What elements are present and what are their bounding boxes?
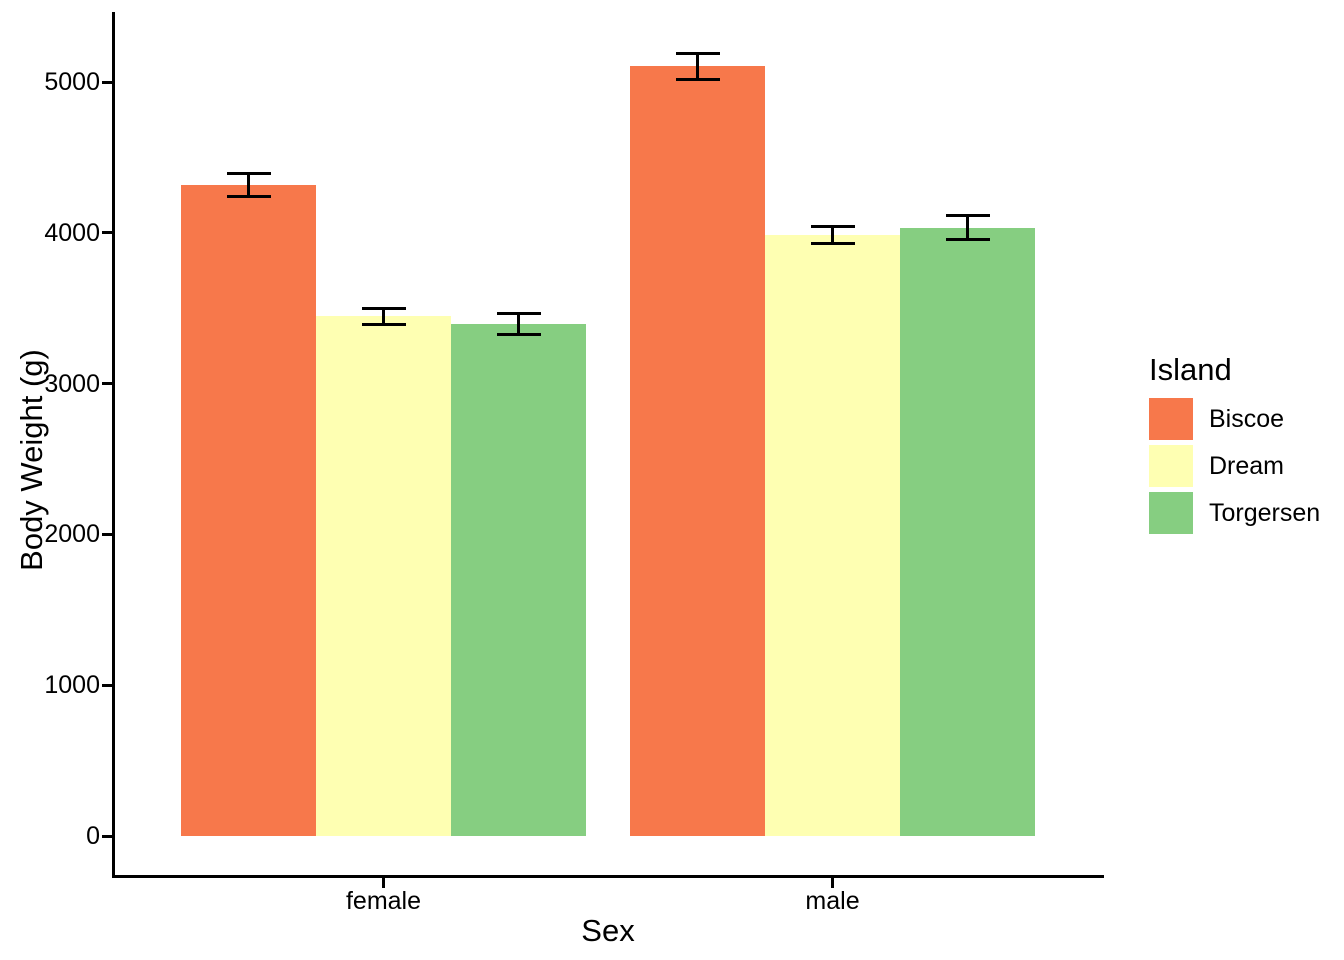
legend-swatch-biscoe [1149,398,1193,440]
errorbar-cap-bottom [810,241,855,245]
errorbar-line [382,308,385,325]
y-tick-mark [102,80,112,84]
y-tick-label: 2000 [44,520,100,549]
x-tick-label: male [805,887,860,915]
errorbar-line [247,173,250,196]
errorbar-cap-top [361,306,406,310]
y-tick-label: 4000 [44,218,100,247]
errorbar-line [696,53,699,80]
y-tick-label: 0 [86,822,100,850]
bar-dream-male [765,234,900,836]
bar-dream-female [316,316,451,836]
legend-label: Biscoe [1209,405,1285,433]
y-tick-mark [102,683,112,687]
errorbar-line [517,313,520,335]
y-tick-mark [102,382,112,386]
bar-torgersen-female [451,323,586,836]
errorbar-cap-bottom [226,194,271,198]
y-tick-mark [102,834,112,838]
legend-item-biscoe: Biscoe [1149,398,1320,440]
bar-biscoe-female [181,184,316,836]
legend-title: Island [1149,352,1232,387]
errorbar-cap-top [226,171,271,175]
y-tick-label: 3000 [44,369,100,398]
x-tick-mark [382,878,385,888]
errorbar-line [966,215,969,240]
bar-torgersen-male [900,227,1035,836]
y-axis-title: Body Weight (g) [14,349,49,571]
bar-biscoe-male [630,66,765,836]
y-tick-label: 1000 [44,671,100,700]
errorbar-cap-bottom [675,77,720,81]
errorbar-cap-bottom [496,333,541,337]
y-tick-label: 5000 [44,68,100,96]
x-tick-label: female [345,887,422,915]
errorbar-cap-bottom [945,237,990,241]
errorbar-cap-bottom [361,322,406,326]
errorbar-cap-top [810,224,855,228]
x-tick-mark [831,878,834,888]
y-axis-line [112,12,115,878]
legend: Island Biscoe Dream Torgersen [1149,352,1320,539]
errorbar-line [831,226,834,244]
legend-swatch-torgersen [1149,492,1193,534]
errorbar-cap-top [675,51,720,55]
x-axis-line [112,875,1104,878]
legend-label: Torgersen [1209,499,1321,527]
legend-item-dream: Dream [1149,445,1320,487]
legend-swatch-dream [1149,445,1193,487]
errorbar-cap-top [496,311,541,315]
legend-items: Biscoe Dream Torgersen [1149,398,1320,534]
legend-label: Dream [1209,452,1285,480]
y-tick-mark [102,532,112,536]
errorbar-cap-top [945,214,990,218]
x-axis-title: Sex [581,913,635,948]
y-tick-mark [102,231,112,235]
legend-item-torgersen: Torgersen [1149,492,1320,534]
